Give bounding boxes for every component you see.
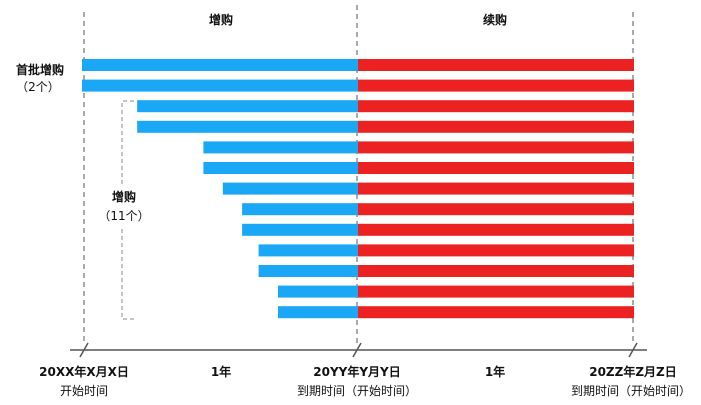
end-note-label: 到期时间（开始时间） [571,384,691,398]
bars [82,59,634,319]
start-date-label: 20XX年X月X日 [39,364,129,379]
group-second-label-bg [100,186,146,228]
bar-addon-7 [222,182,358,195]
bar-renewal-5 [358,141,634,154]
bar-addon-1 [82,59,358,71]
bar-renewal-13 [358,306,634,319]
phase-left-label: 增购 [209,12,233,27]
group-first-line1: 首批增购 [16,62,64,77]
bar-renewal-7 [358,182,634,195]
bar-renewal-12 [358,285,634,298]
start-note-label: 开始时间 [60,384,108,398]
phase-right-label: 续购 [483,12,507,27]
bar-renewal-10 [358,244,634,257]
bar-addon-10 [258,244,358,257]
tick-end [628,342,638,358]
bar-addon-8 [242,203,358,216]
bar-addon-6 [203,162,358,174]
bar-addon-5 [203,141,358,154]
bar-addon-9 [242,223,358,236]
group-second-line1: 增购 [112,189,136,204]
end-date-label: 20ZZ年Z月Z日 [589,364,677,379]
bar-renewal-11 [358,265,634,277]
span-right-label: 1年 [485,364,505,379]
group-second-line2: （11个） [98,209,149,223]
bar-addon-2 [82,79,358,92]
bar-addon-11 [258,265,358,277]
bar-addon-12 [278,285,358,298]
bar-renewal-4 [358,120,634,133]
bar-renewal-8 [358,203,634,216]
mid-note-label: 到期时间（开始时间） [297,384,417,398]
bar-addon-3 [137,100,358,113]
bar-addon-13 [278,306,358,319]
mid-date-label: 20YY年Y月Y日 [313,364,400,379]
span-left-label: 1年 [211,364,231,379]
group-first-line2: （2个） [16,80,60,94]
bar-renewal-3 [358,100,634,113]
tick-mid [352,342,362,358]
bar-renewal-6 [358,162,634,174]
bar-addon-4 [137,120,358,133]
bar-renewal-9 [358,223,634,236]
bar-renewal-2 [358,79,634,92]
bar-renewal-1 [358,59,634,71]
tick-start [79,342,89,358]
